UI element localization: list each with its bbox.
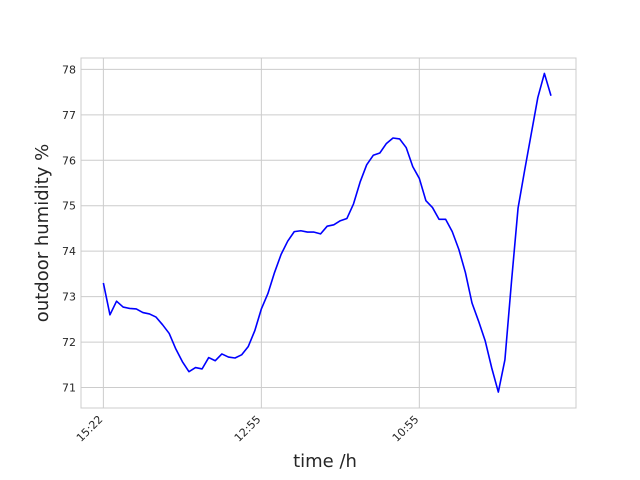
y-tick-label: 71 xyxy=(62,382,76,395)
y-tick-label: 75 xyxy=(62,200,76,213)
y-tick-label: 74 xyxy=(62,245,76,258)
x-tick-label: 10:55 xyxy=(390,413,422,445)
y-axis-title: outdoor humidity % xyxy=(32,144,53,322)
x-axis-title: time /h xyxy=(293,451,357,472)
humidity-series-line xyxy=(102,72,552,393)
x-tick-label: 15:22 xyxy=(74,413,106,445)
y-tick-label: 77 xyxy=(62,109,76,122)
grid-lines xyxy=(81,58,576,408)
x-tick-label: 12:55 xyxy=(232,413,264,445)
y-tick-label: 78 xyxy=(62,63,76,76)
series-layer xyxy=(102,72,552,393)
plot-area xyxy=(80,57,577,409)
y-tick-label: 72 xyxy=(62,336,76,349)
y-tick-label: 73 xyxy=(62,291,76,304)
y-tick-label: 76 xyxy=(62,154,76,167)
